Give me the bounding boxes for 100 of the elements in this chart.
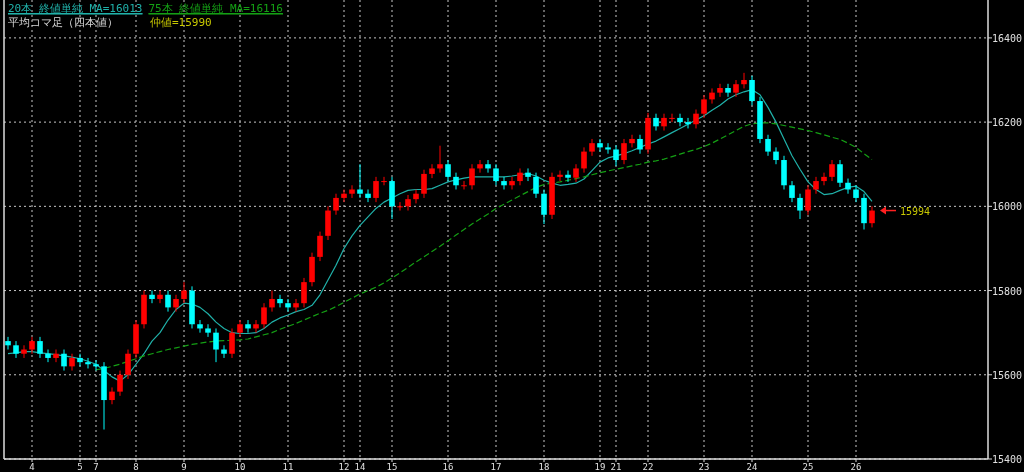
candlestick (349, 184, 355, 199)
candlestick (741, 72, 747, 89)
candlestick (629, 134, 635, 148)
candlestick (45, 349, 51, 363)
x-tick-label: 19 (594, 462, 606, 472)
candlestick (205, 323, 211, 338)
candlestick (797, 193, 803, 220)
candlestick (197, 319, 203, 334)
candlestick (829, 159, 835, 182)
candlestick (405, 194, 411, 212)
candlestick (341, 189, 347, 203)
x-tick-label: 22 (642, 462, 654, 472)
candlestick (437, 145, 443, 174)
candlestick (61, 349, 67, 372)
candlestick (653, 113, 659, 132)
candlestick (637, 134, 643, 155)
candlestick (253, 319, 259, 334)
candlestick (125, 349, 131, 380)
candlestick (725, 83, 731, 98)
candlestick (677, 113, 683, 127)
y-tick-label: 15600 (992, 369, 1023, 381)
x-tick-label: 5 (77, 462, 83, 472)
x-tick-label: 26 (850, 462, 862, 472)
candlestick (525, 167, 531, 182)
candlestick (621, 138, 627, 165)
candlestick (501, 176, 507, 190)
candlestick (333, 193, 339, 216)
candlestick (749, 75, 755, 106)
candlestick (429, 163, 435, 179)
candlestick (285, 298, 291, 313)
candlestick (117, 370, 123, 397)
y-tick-label: 15400 (992, 454, 1023, 465)
text: 75本 終値単純 MA=16116 (148, 2, 283, 15)
candlestick (869, 205, 875, 228)
candlestick (493, 163, 499, 186)
candlestick (589, 138, 595, 157)
candlestick (365, 189, 371, 203)
candlestick (469, 163, 475, 190)
candlestick (181, 281, 187, 304)
candlestick (661, 113, 667, 132)
x-tick-label: 16 (442, 462, 454, 472)
candlestick (413, 189, 419, 204)
y-tick-label: 16400 (992, 32, 1023, 44)
candlestick (709, 87, 715, 105)
y-tick-label: 16200 (992, 117, 1023, 129)
candlestick (565, 170, 571, 183)
candlestick (453, 172, 459, 190)
candlestick (845, 178, 851, 195)
candlestick (733, 79, 739, 98)
candlestick (165, 290, 171, 313)
candlestick (445, 159, 451, 182)
candlestick (85, 357, 91, 369)
candlestick (789, 180, 795, 203)
candlestick (669, 113, 675, 123)
candlestick (421, 169, 427, 199)
candlestick (581, 146, 587, 174)
text: 15994 (900, 205, 931, 217)
candlestick (701, 94, 707, 119)
x-tick-label: 24 (746, 462, 758, 472)
x-tick-label: 12 (338, 462, 350, 472)
candlestick (77, 353, 83, 367)
candlestick (109, 386, 115, 405)
candlestick (301, 277, 307, 308)
candlestick (317, 231, 323, 262)
candlestick (229, 327, 235, 359)
candlestick (765, 134, 771, 157)
candlestick (461, 180, 467, 190)
candlestick (517, 167, 523, 186)
candlestick (373, 176, 379, 203)
candlestick (237, 319, 243, 338)
x-tick-label: 25 (802, 462, 814, 472)
x-tick-label: 23 (698, 462, 710, 472)
candlestick (157, 290, 163, 304)
y-tick-label: 15800 (992, 285, 1023, 297)
candlestick (509, 176, 515, 190)
candlestick (69, 353, 75, 372)
x-tick-label: 21 (610, 462, 622, 472)
candlestick (685, 117, 691, 129)
candlestick (261, 302, 267, 329)
candlestick (245, 319, 251, 334)
x-tick-label: 18 (538, 462, 550, 472)
x-tick-label: 17 (490, 462, 502, 472)
candlestick (557, 170, 563, 182)
candlestick (821, 172, 827, 186)
candlestick (805, 184, 811, 216)
candlestick (5, 336, 11, 351)
candlestick (37, 336, 43, 359)
candlestick (533, 172, 539, 199)
x-tick-label: 4 (29, 462, 35, 472)
candlestick (397, 201, 403, 212)
x-tick-label: 10 (234, 462, 246, 472)
candlestick (21, 344, 27, 359)
y-tick-label: 16000 (992, 201, 1023, 213)
text: 20本 終値単純 MA=16013 (8, 2, 143, 15)
candlestick (605, 142, 611, 155)
candlestick (613, 144, 619, 167)
candlestick (717, 83, 723, 98)
candlestick (837, 159, 843, 188)
candlestick (541, 189, 547, 225)
candlestick (485, 159, 491, 174)
